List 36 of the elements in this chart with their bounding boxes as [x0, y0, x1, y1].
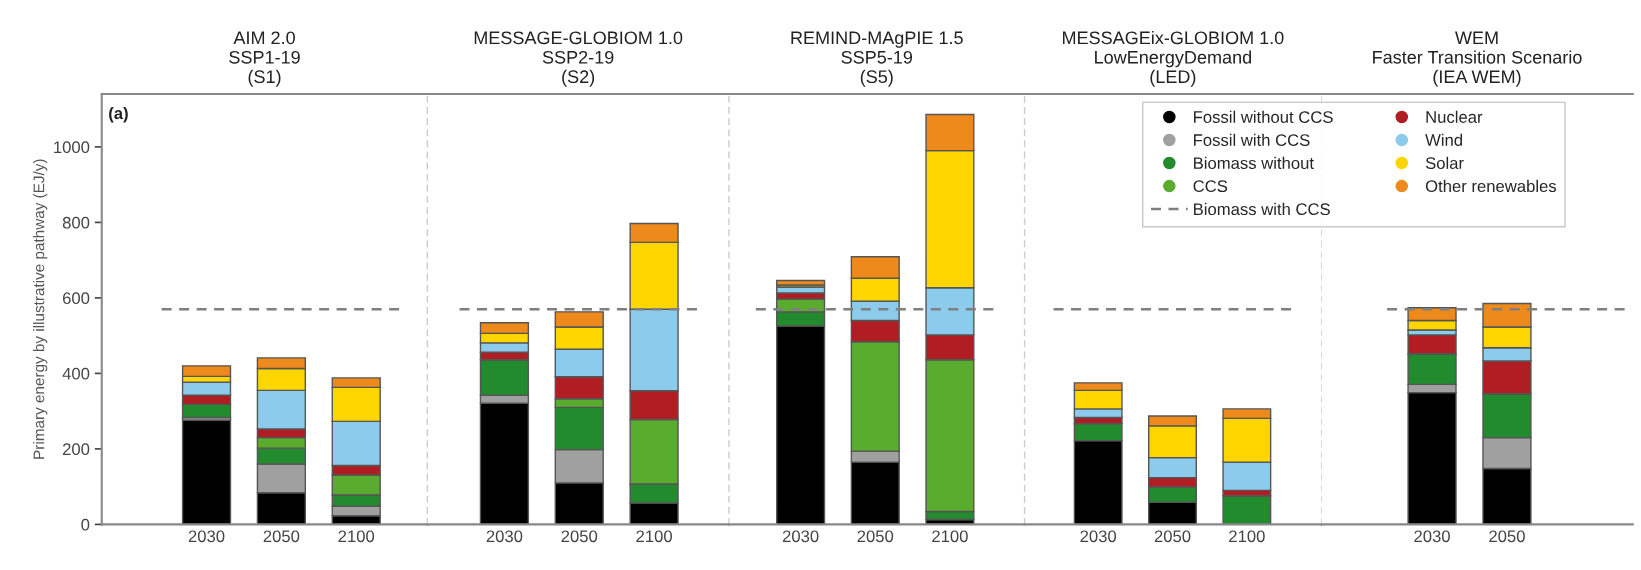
chart-title: MESSAGE-GLOBIOM 1.0 SSP2-19 (S2): [474, 31, 683, 87]
y-tick-label: 800: [62, 216, 90, 229]
chart-title: AIM 2.0 SSP1-19 (S1): [229, 31, 300, 87]
legend-label: Fossil without CCS: [1194, 110, 1333, 123]
x-tick-label: 2100: [932, 530, 968, 543]
legend-label: Fossil with CCS: [1194, 133, 1310, 146]
chart-title: MESSAGEix-GLOBIOM 1.0 LowEnergyDemand (LED): [1062, 30, 1284, 87]
x-tick-label: 2050: [1154, 530, 1191, 543]
x-tick-label: 2100: [636, 530, 672, 543]
chart-title: WEM Faster Transition Scenario (IEA WEM): [1373, 31, 1582, 87]
x-tick-label: 2100: [338, 530, 375, 543]
x-tick-label: 2030: [1414, 530, 1450, 543]
legend-label: Solar: [1425, 156, 1464, 170]
x-tick-label: 2030: [1080, 530, 1117, 543]
y-tick-label: 0: [81, 518, 90, 531]
x-tick-label: 2100: [1229, 530, 1265, 543]
x-tick-label: 2050: [1489, 530, 1525, 543]
x-tick-label: 2050: [263, 530, 300, 543]
y-tick-label: 600: [62, 292, 90, 305]
y-tick-label: 200: [62, 443, 90, 456]
x-tick-label: 2050: [857, 530, 894, 543]
legend-label: CCS: [1193, 180, 1228, 193]
y-tick-label: 400: [62, 367, 90, 380]
legend-label: Wind: [1425, 133, 1463, 146]
legend-label: Nuclear: [1426, 110, 1483, 123]
y-tick-label: 1000: [54, 141, 90, 154]
legend-label: Biomass without: [1194, 156, 1314, 170]
x-tick-label: 2030: [486, 530, 523, 543]
x-tick-label: 2050: [561, 530, 598, 543]
chart-title: REMIND-MAgPIE 1.5 SSP5-19 (S5): [791, 31, 963, 87]
legend-label: Biomass with CCS: [1194, 202, 1330, 216]
legend-label: Other renewables: [1425, 179, 1557, 193]
x-tick-label: 2030: [782, 530, 819, 543]
x-tick-label: 2030: [188, 530, 225, 543]
annotation: (a): [109, 106, 128, 123]
y-axis-title: Primary energy by illustrative pathway (EJ/y): [33, 159, 48, 459]
